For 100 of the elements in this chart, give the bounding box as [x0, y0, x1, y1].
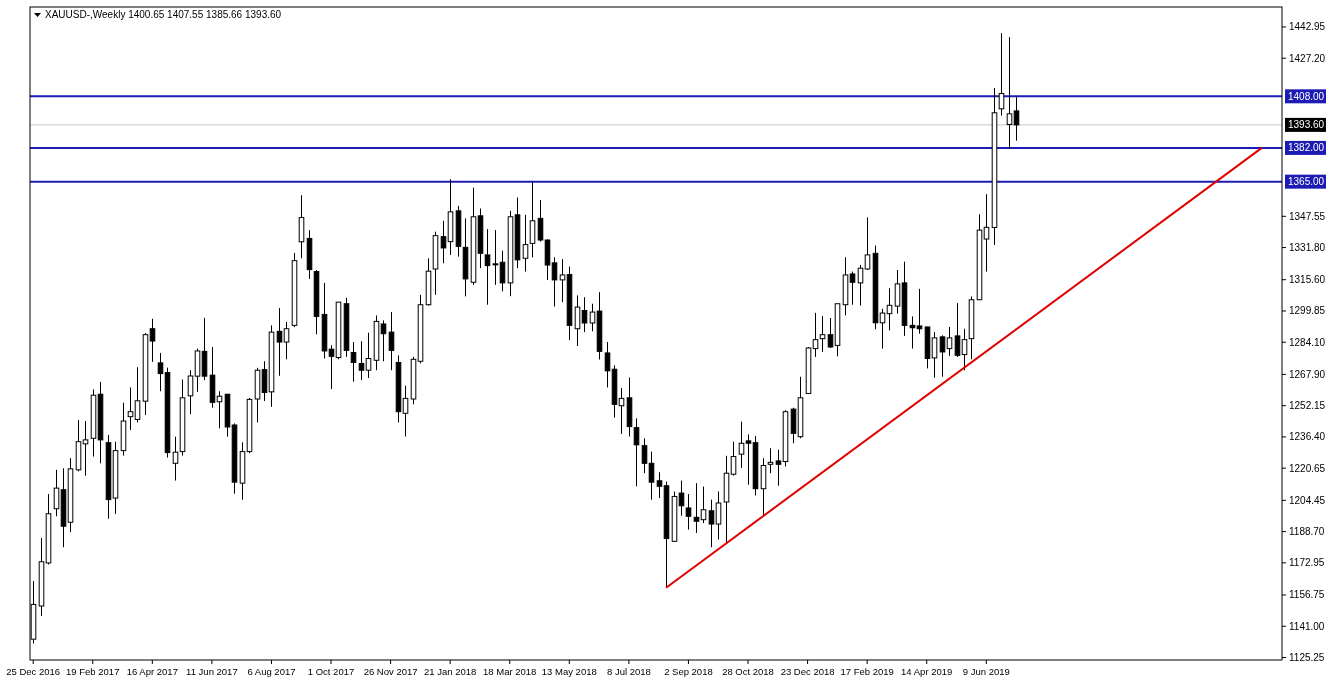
y-tick-label: 1236.40	[1289, 431, 1326, 443]
y-tick-label: 1220.65	[1289, 462, 1326, 474]
candlestick	[961, 328, 968, 371]
candlestick	[127, 386, 134, 431]
ref-line-label: 1382.00	[1288, 142, 1325, 154]
x-tick-label: 11 Jun 2017	[186, 666, 238, 677]
y-tick-label: 1156.75	[1289, 589, 1325, 601]
y-tick-label: 1188.70	[1289, 526, 1325, 538]
candlestick	[693, 482, 700, 534]
x-tick-label: 16 Apr 2017	[126, 666, 178, 677]
candlestick	[864, 216, 871, 271]
y-tick-label: 1125.25	[1289, 652, 1325, 664]
y-tick-label: 1284.10	[1289, 336, 1326, 348]
candlestick	[551, 256, 558, 308]
candlestick	[134, 366, 141, 423]
candlestick	[767, 447, 774, 474]
candlestick	[678, 480, 685, 517]
x-tick-label: 17 Feb 2019	[840, 666, 894, 677]
candlestick	[931, 331, 938, 379]
candlestick	[775, 449, 782, 487]
ref-line-label: 1393.60	[1288, 119, 1325, 131]
y-tick-label: 1204.45	[1289, 494, 1326, 506]
candlestick	[157, 352, 164, 392]
candlestick	[849, 271, 856, 306]
candlestick	[350, 341, 357, 383]
x-tick-label: 8 Jul 2018	[606, 666, 651, 677]
ref-line-label: 1408.00	[1288, 90, 1325, 102]
y-tick-label: 1141.00	[1289, 620, 1325, 632]
candlestick	[574, 294, 581, 347]
x-tick-label: 26 Nov 2017	[363, 666, 418, 677]
x-tick-label: 9 Jun 2019	[962, 666, 1010, 677]
candlestick	[380, 319, 387, 362]
candlestick	[708, 499, 715, 548]
candlestick	[700, 486, 707, 524]
candlestick	[715, 490, 722, 541]
y-tick-label: 1252.15	[1289, 400, 1326, 412]
candlestick	[656, 471, 663, 499]
candlestick	[857, 264, 864, 307]
y-tick-label: 1331.80	[1289, 242, 1326, 254]
candlestick	[916, 288, 923, 335]
candlestick	[187, 369, 194, 415]
x-tick-label: 19 Feb 2017	[66, 666, 120, 677]
candlestick	[261, 360, 268, 402]
candlestick	[82, 420, 89, 477]
x-tick-label: 25 Dec 2016	[6, 666, 61, 677]
y-tick-label: 1299.85	[1289, 305, 1326, 317]
x-tick-label: 23 Dec 2018	[780, 666, 835, 677]
candlestick	[954, 302, 961, 358]
y-tick-label: 1347.55	[1289, 210, 1326, 222]
candlestick	[1013, 96, 1020, 142]
candlestick	[819, 315, 826, 353]
candlestick	[283, 321, 290, 360]
candlestick	[581, 296, 588, 333]
y-tick-label: 1427.20	[1289, 52, 1326, 64]
candlestick	[939, 334, 946, 378]
candlestick	[648, 451, 655, 501]
candlestick	[172, 436, 179, 482]
candlestick	[365, 332, 372, 379]
candlestick	[388, 311, 395, 371]
candlestick	[812, 312, 819, 358]
x-tick-label: 2 Sep 2018	[664, 666, 713, 677]
y-tick-label: 1267.90	[1289, 368, 1326, 380]
candlestick	[604, 341, 611, 388]
candlestick	[149, 318, 156, 363]
y-tick-label: 1172.95	[1289, 557, 1325, 569]
x-tick-label: 1 Oct 2017	[307, 666, 355, 677]
candlestick	[1006, 36, 1013, 150]
candlestick	[738, 421, 745, 469]
candlestick	[484, 228, 491, 306]
x-tick-label: 13 May 2018	[541, 666, 597, 677]
candlestick	[358, 340, 365, 381]
candlestick	[879, 308, 886, 350]
candlestick	[685, 493, 692, 531]
x-tick-label: 21 Jan 2018	[424, 666, 477, 677]
candlestick	[745, 433, 752, 486]
candlestick	[529, 181, 536, 258]
candlestick	[946, 326, 953, 357]
candlestick	[53, 469, 60, 517]
candlestick	[440, 220, 447, 264]
y-tick-label: 1442.95	[1289, 21, 1326, 33]
chart-title: XAUUSD-,Weekly 1400.65 1407.55 1385.66 1393.60	[45, 9, 282, 20]
candlestick	[522, 214, 529, 273]
candlestick	[827, 317, 834, 349]
y-tick-label: 1315.60	[1289, 274, 1326, 286]
x-tick-label: 6 Aug 2017	[247, 666, 296, 677]
candlestick	[589, 303, 596, 332]
ref-line-label: 1365.00	[1288, 176, 1325, 188]
x-tick-label: 28 Oct 2018	[722, 666, 774, 677]
candlestick	[559, 258, 566, 303]
candlestick	[276, 307, 283, 377]
candlestick	[730, 441, 737, 477]
candlestick	[641, 437, 648, 474]
candlestick	[894, 269, 901, 315]
candlestick	[499, 250, 506, 292]
candlestick	[537, 199, 544, 243]
candlestick	[983, 193, 990, 273]
candlestick	[492, 229, 499, 286]
candlestick	[402, 385, 409, 438]
x-tick-label: 18 Mar 2018	[483, 666, 537, 677]
x-tick-label: 14 Apr 2019	[901, 666, 953, 677]
